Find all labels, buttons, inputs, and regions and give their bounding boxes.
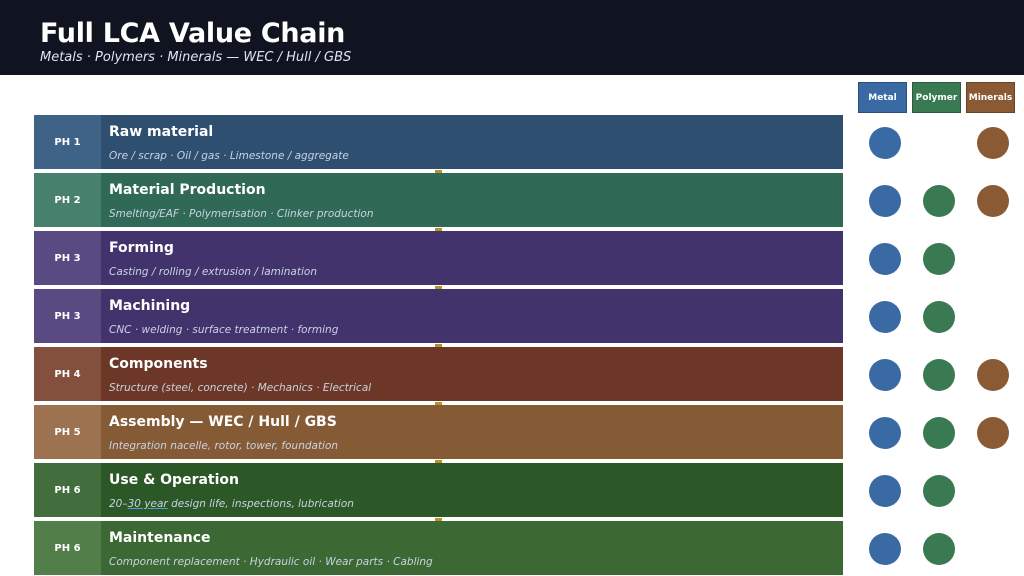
page-subtitle: Metals · Polymers · Minerals — WEC / Hul… xyxy=(40,50,352,65)
polymer-indicator-dot xyxy=(923,301,955,333)
row-label: Assembly — WEC / Hull / GBS xyxy=(109,414,337,430)
minerals-indicator-dot xyxy=(977,417,1009,449)
phase-badge: PH 1 xyxy=(34,115,101,169)
phase-row-maintenance: PH 6 Maintenance Component replacement ·… xyxy=(34,521,843,575)
row-connector xyxy=(435,286,442,290)
row-connector xyxy=(435,518,442,522)
row-label: Raw material xyxy=(109,124,214,140)
minerals-indicator-dot xyxy=(977,359,1009,391)
polymer-indicator-dot xyxy=(923,185,955,217)
metal-indicator-dot xyxy=(869,243,901,275)
row-connector xyxy=(435,228,442,232)
phase-badge: PH 5 xyxy=(34,405,101,459)
phase-badge: PH 3 xyxy=(34,231,101,285)
row-connector xyxy=(435,344,442,348)
phase-row-machining: PH 3 Machining CNC · welding · surface t… xyxy=(34,289,843,343)
row-description: 20–30 year design life, inspections, lub… xyxy=(109,498,354,510)
polymer-indicator-dot xyxy=(923,359,955,391)
phase-row-forming: PH 3 Forming Casting / rolling / extrusi… xyxy=(34,231,843,285)
row-label: Forming xyxy=(109,240,174,256)
metal-indicator-dot xyxy=(869,533,901,565)
metal-indicator-dot xyxy=(869,127,901,159)
metal-indicator-dot xyxy=(869,301,901,333)
minerals-indicator-dot xyxy=(977,185,1009,217)
polymer-indicator-dot xyxy=(923,243,955,275)
metal-indicator-dot xyxy=(869,185,901,217)
polymer-indicator-dot xyxy=(923,417,955,449)
row-description: Component replacement · Hydraulic oil · … xyxy=(109,556,433,568)
phase-badge: PH 3 xyxy=(34,289,101,343)
phase-badge: PH 6 xyxy=(34,521,101,575)
phase-row-components: PH 4 Components Structure (steel, concre… xyxy=(34,347,843,401)
row-description: Casting / rolling / extrusion / laminati… xyxy=(109,266,317,278)
row-connector xyxy=(435,170,442,174)
row-description: Ore / scrap · Oil / gas · Limestone / ag… xyxy=(109,150,349,162)
legend-polymer: Polymer xyxy=(912,82,961,113)
row-description: Smelting/EAF · Polymerisation · Clinker … xyxy=(109,208,374,220)
polymer-indicator-dot xyxy=(923,533,955,565)
row-description: Integration nacelle, rotor, tower, found… xyxy=(109,440,339,452)
row-description: Structure (steel, concrete) · Mechanics … xyxy=(109,382,372,394)
row-connector xyxy=(435,460,442,464)
row-label: Material Production xyxy=(109,182,266,198)
phase-row-material-production: PH 2 Material Production Smelting/EAF · … xyxy=(34,173,843,227)
row-description: CNC · welding · surface treatment · form… xyxy=(109,324,339,336)
row-label: Use & Operation xyxy=(109,472,239,488)
phase-row-assembly: PH 5 Assembly — WEC / Hull / GBS Integra… xyxy=(34,405,843,459)
metal-indicator-dot xyxy=(869,359,901,391)
phase-row-use-operation: PH 6 Use & Operation 20–30 year design l… xyxy=(34,463,843,517)
polymer-indicator-dot xyxy=(923,475,955,507)
phase-badge: PH 4 xyxy=(34,347,101,401)
page-title: Full LCA Value Chain xyxy=(40,18,346,49)
minerals-indicator-dot xyxy=(977,127,1009,159)
row-label: Maintenance xyxy=(109,530,211,546)
metal-indicator-dot xyxy=(869,475,901,507)
phase-badge: PH 6 xyxy=(34,463,101,517)
metal-indicator-dot xyxy=(869,417,901,449)
desc-part: 20– xyxy=(109,498,128,510)
phase-badge: PH 2 xyxy=(34,173,101,227)
row-connector xyxy=(435,402,442,406)
legend-metal: Metal xyxy=(858,82,907,113)
row-label: Machining xyxy=(109,298,191,314)
header-bar: Full LCA Value Chain Metals · Polymers ·… xyxy=(0,0,1024,75)
design-life-years: 30 year xyxy=(127,498,168,510)
phase-row-raw-material: PH 1 Raw material Ore / scrap · Oil / ga… xyxy=(34,115,843,169)
row-label: Components xyxy=(109,356,208,372)
desc-part: design life, inspections, lubrication xyxy=(167,498,354,510)
legend-minerals: Minerals xyxy=(966,82,1015,113)
